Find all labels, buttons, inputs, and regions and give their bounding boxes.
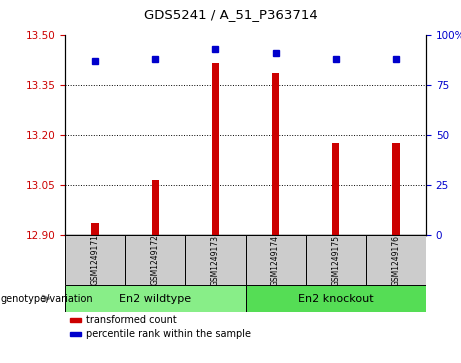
Bar [152, 180, 159, 235]
Text: GSM1249175: GSM1249175 [331, 234, 340, 286]
Bar [65, 285, 246, 312]
Text: percentile rank within the sample: percentile rank within the sample [86, 329, 251, 339]
Bar [125, 235, 185, 285]
Bar [306, 235, 366, 285]
Bar [272, 73, 279, 235]
Text: En2 knockout: En2 knockout [298, 294, 373, 303]
Text: transformed count: transformed count [86, 315, 177, 325]
Text: GSM1249173: GSM1249173 [211, 234, 220, 286]
Bar [366, 235, 426, 285]
Text: GSM1249174: GSM1249174 [271, 234, 280, 286]
Bar [332, 143, 339, 235]
Bar [91, 223, 99, 235]
Text: GSM1249171: GSM1249171 [90, 234, 100, 285]
Text: GSM1249172: GSM1249172 [151, 234, 160, 285]
Bar [65, 235, 125, 285]
Bar [246, 285, 426, 312]
Text: En2 wildtype: En2 wildtype [119, 294, 191, 303]
Text: GDS5241 / A_51_P363714: GDS5241 / A_51_P363714 [144, 8, 317, 21]
Bar [185, 235, 246, 285]
Bar [392, 143, 400, 235]
Bar [246, 235, 306, 285]
Text: genotype/variation: genotype/variation [1, 294, 94, 303]
Text: GSM1249176: GSM1249176 [391, 234, 401, 286]
Bar [212, 63, 219, 235]
